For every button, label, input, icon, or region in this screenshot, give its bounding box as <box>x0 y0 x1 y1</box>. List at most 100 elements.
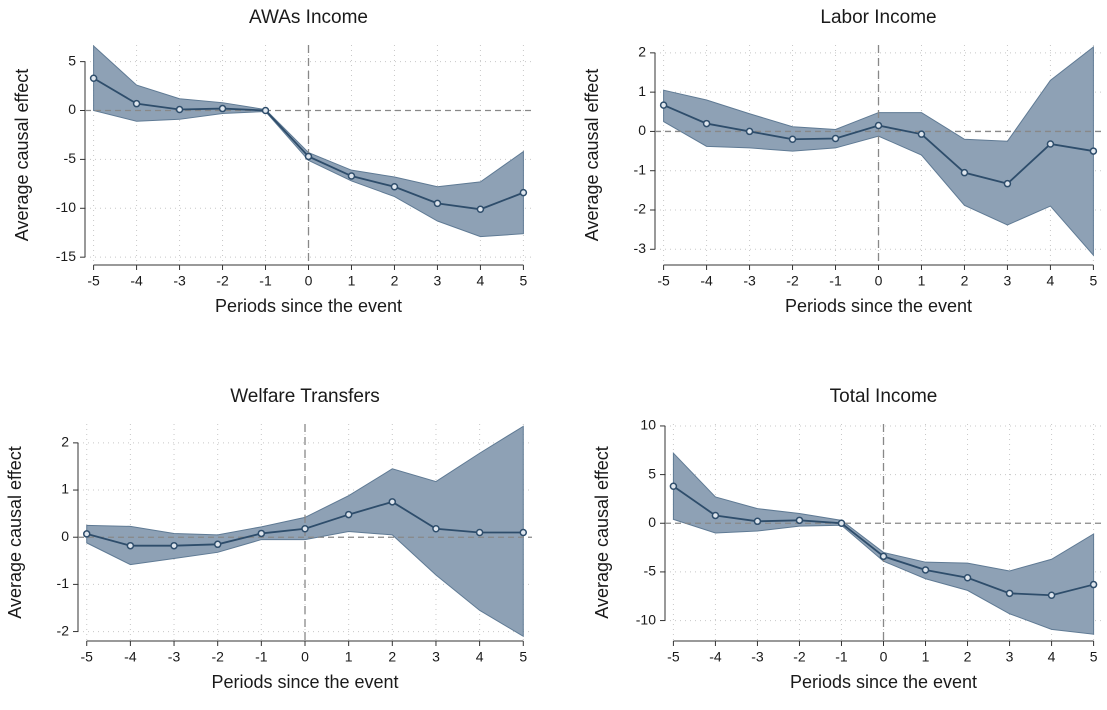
x-tick-label: -5 <box>667 649 680 665</box>
estimate-point <box>257 529 266 538</box>
chart-title: Total Income <box>830 386 938 407</box>
x-tick-label: -5 <box>81 649 94 665</box>
estimate-point <box>921 566 930 574</box>
x-tick-label: -4 <box>700 273 713 289</box>
confidence-band <box>663 45 1094 257</box>
estimate-point <box>711 511 720 520</box>
estimate-point <box>1089 580 1098 589</box>
panel: -5 -4 -3 -2 -1 0 1 2 3 4 5 2 1 0 -1 -2 -3 Labor Income Per… <box>582 7 1102 316</box>
estimate-point <box>745 127 754 136</box>
estimate-point <box>175 105 184 114</box>
estimate-point <box>1046 140 1055 148</box>
estimate-point <box>659 101 668 109</box>
x-tick-label: 5 <box>1090 273 1098 289</box>
x-tick-label: 4 <box>476 649 484 665</box>
x-tick-label: -2 <box>786 273 799 289</box>
x-tick-label: -3 <box>173 273 186 289</box>
estimate-point <box>831 134 840 143</box>
x-tick-label: 4 <box>1048 649 1056 665</box>
y-tick-label: -1 <box>634 161 647 177</box>
estimate-point <box>432 524 440 533</box>
estimate-point <box>963 573 972 582</box>
x-axis-label: Periods since the event <box>790 672 977 692</box>
x-tick-label: 5 <box>520 273 528 289</box>
estimate-point <box>475 528 484 537</box>
chart-title: Welfare Transfers <box>230 386 380 407</box>
chart-title: AWAs Income <box>249 7 368 28</box>
x-tick-label: -5 <box>87 273 100 289</box>
estimate-point <box>126 541 135 550</box>
confidence-band <box>93 44 524 238</box>
x-tick-label: 3 <box>1006 649 1014 665</box>
estimate-point <box>82 530 91 538</box>
estimate-point <box>874 121 883 130</box>
y-tick-label: 1 <box>638 83 646 99</box>
estimate-point <box>753 517 762 526</box>
estimate-point <box>837 519 846 528</box>
y-tick-label: 0 <box>648 514 656 530</box>
x-tick-label: 0 <box>305 273 313 289</box>
x-tick-label: -4 <box>130 273 143 289</box>
estimate-point <box>1005 589 1014 598</box>
y-tick-label: 0 <box>68 101 76 117</box>
x-axis-label: Periods since the event <box>211 672 398 692</box>
y-tick-label: -1 <box>57 575 70 591</box>
estimate-point <box>519 528 528 537</box>
x-tick-label: -2 <box>211 649 224 665</box>
x-tick-label: 1 <box>922 649 930 665</box>
x-tick-label: 5 <box>519 649 527 665</box>
x-tick-label: -5 <box>657 273 670 289</box>
estimate-point <box>669 482 678 491</box>
estimate-point <box>879 552 888 561</box>
estimate-point <box>301 524 309 533</box>
y-tick-label: -2 <box>634 201 647 217</box>
y-tick-label: -10 <box>56 199 76 215</box>
x-tick-label: 3 <box>432 649 440 665</box>
y-tick-label: 5 <box>68 52 76 68</box>
estimate-point <box>1003 179 1012 188</box>
x-axis-label: Periods since the event <box>215 296 402 316</box>
estimate-point <box>344 510 353 519</box>
estimate-point <box>218 104 227 113</box>
estimate-point <box>213 540 222 549</box>
estimate-point <box>1047 591 1056 600</box>
y-axis-label: Average causal effect <box>582 69 602 241</box>
x-tick-label: 3 <box>434 273 442 289</box>
estimate-point <box>347 172 356 180</box>
y-tick-label: 2 <box>638 44 646 60</box>
estimate-point <box>1089 147 1098 155</box>
estimate-point <box>795 516 804 525</box>
y-tick-label: 10 <box>640 417 656 433</box>
estimate-point <box>89 74 98 82</box>
estimate-point <box>519 188 528 197</box>
estimate-point <box>960 168 969 177</box>
y-tick-label: -15 <box>56 248 76 264</box>
estimate-point <box>476 205 485 214</box>
chart-title: Labor Income <box>820 7 936 28</box>
x-tick-label: 1 <box>348 273 356 289</box>
x-tick-label: -1 <box>259 273 272 289</box>
x-tick-label: 2 <box>391 273 399 289</box>
x-tick-label: 1 <box>345 649 353 665</box>
estimate-point <box>304 152 313 161</box>
x-tick-label: -4 <box>709 649 722 665</box>
y-tick-label: 5 <box>648 465 656 481</box>
estimate-point <box>702 119 711 128</box>
x-axis-label: Periods since the event <box>785 296 972 316</box>
x-tick-label: 0 <box>301 649 309 665</box>
confidence-band <box>672 451 1095 635</box>
estimate-point <box>788 135 797 144</box>
y-tick-label: -3 <box>634 240 647 256</box>
x-tick-label: 2 <box>388 649 396 665</box>
x-tick-label: 0 <box>875 273 883 289</box>
x-tick-label: -1 <box>835 649 848 665</box>
x-tick-label: -1 <box>255 649 268 665</box>
x-tick-label: -4 <box>124 649 137 665</box>
x-tick-label: -2 <box>793 649 806 665</box>
estimate-point <box>261 106 270 115</box>
y-tick-label: -5 <box>644 563 657 579</box>
x-tick-label: 2 <box>964 649 972 665</box>
